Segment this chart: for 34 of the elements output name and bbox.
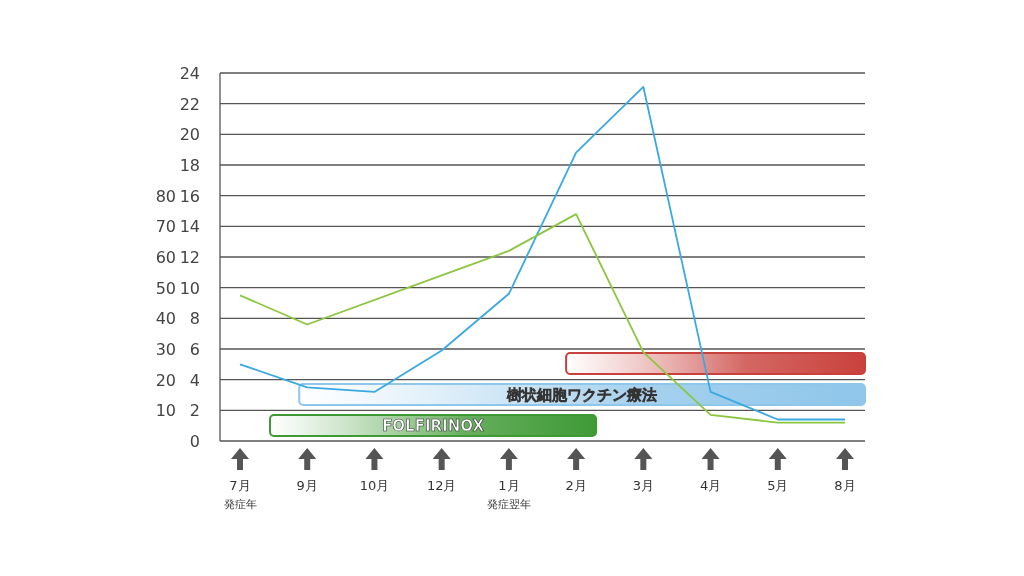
y-tick-label: 2 [189,401,200,421]
line-series [239,85,846,421]
y2-tick-label: 70 [155,217,176,237]
y2-tick-label: 20 [155,370,176,390]
x-tick-label: 12月 [426,478,457,493]
y2-tick-label: 50 [155,278,176,298]
x-tick-label: 9月 [296,478,318,493]
y-tick-label: 12 [179,248,200,267]
x-tick-label: 10月 [359,478,390,493]
y-tick-label: 10 [179,278,200,298]
x-tick-label: 5月 [767,478,789,493]
y2-tick-label: 40 [155,309,176,329]
y-tick-label: 22 [179,94,200,114]
y-tick-label: 16 [179,186,200,206]
x-tick-label: 4月 [699,478,722,493]
y-tick-label: 18 [179,156,200,175]
y2-tick-label: 60 [155,248,176,267]
y2-tick-label: 10 [155,401,176,421]
y2-tick-label: 80 [155,186,176,206]
y-tick-label: 24 [179,64,200,83]
y-tick-label: 8 [189,309,200,329]
y-tick-label: 0 [189,432,200,451]
x-tick-label: 8月 [834,478,856,493]
y-tick-label: 20 [179,125,200,145]
y2-tick-label: 30 [155,340,176,359]
x-tick-label: 3月 [632,478,654,493]
y-tick-label: 14 [179,217,200,237]
x-tick-label: 2月 [565,478,587,493]
y-tick-label: 4 [189,370,200,390]
y-tick-label: 6 [189,340,200,359]
band-label: 樹状細胞ワクチン療法 [506,386,658,404]
band-label: FOLFIRINOX [382,417,485,435]
x-tick-label: 7月発症年 [223,478,257,511]
x-tick-label: 1月発症翌年 [486,478,531,511]
